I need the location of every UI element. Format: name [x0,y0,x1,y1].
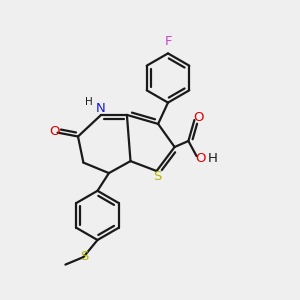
Text: O: O [195,152,206,166]
Text: S: S [80,250,88,263]
Text: O: O [193,111,203,124]
Text: H: H [208,152,218,166]
Text: O: O [49,125,60,139]
Text: F: F [164,35,172,48]
Text: H: H [85,97,93,107]
Text: N: N [96,102,106,116]
Text: S: S [154,170,162,184]
